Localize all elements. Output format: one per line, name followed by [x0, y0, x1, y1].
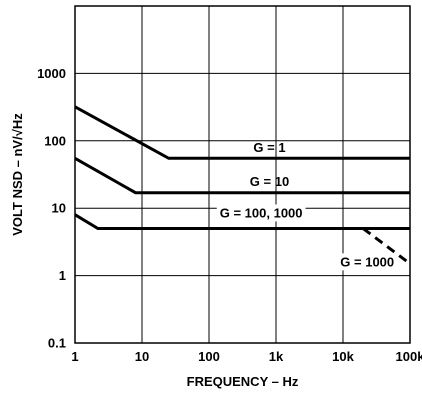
- y-tick-label: 10: [52, 201, 66, 216]
- series-line-g1: [74, 105, 410, 160]
- y-tick-label: 1: [59, 268, 66, 283]
- x-tick-labels: 1 10 100 1k 10k 100k: [71, 349, 422, 364]
- annotation: G = 10: [250, 174, 289, 189]
- series-line-g1000: [362, 227, 411, 265]
- annotation-label: G = 10: [250, 174, 289, 189]
- x-tick-label: 10k: [332, 349, 354, 364]
- x-axis-label: FREQUENCY – Hz: [187, 374, 299, 389]
- grid: [74, 5, 411, 344]
- annotation-background: [216, 204, 306, 222]
- x-tick-label: 1k: [269, 349, 284, 364]
- plot-frame: [74, 5, 411, 344]
- annotation: G = 1000: [337, 253, 398, 271]
- annotation-label: G = 100, 1000: [220, 205, 303, 220]
- y-tick-label: 0.1: [48, 336, 66, 351]
- y-tick-label: 100: [44, 133, 66, 148]
- annotation-group: G = 1 G = 10 G = 100, 1000 G = 1000: [216, 140, 398, 271]
- y-axis-label: VOLT NSD – nV/√Hz: [10, 113, 25, 236]
- x-tick-label: 10: [135, 349, 149, 364]
- series-line-g100: [74, 213, 410, 230]
- series-group: [74, 105, 411, 265]
- annotation: G = 1: [253, 140, 285, 155]
- x-tick-label: 100k: [396, 349, 422, 364]
- annotation-label: G = 1: [253, 140, 285, 155]
- y-tick-labels: 0.1 1 10 100 1000: [37, 66, 66, 351]
- x-tick-label: 1: [71, 349, 78, 364]
- series-line-g10: [74, 156, 410, 195]
- annotation-label: G = 1000: [340, 254, 394, 269]
- annotation-background: [337, 253, 398, 271]
- annotation: G = 100, 1000: [216, 204, 306, 222]
- y-tick-label: 1000: [37, 66, 66, 81]
- x-tick-label: 100: [198, 349, 220, 364]
